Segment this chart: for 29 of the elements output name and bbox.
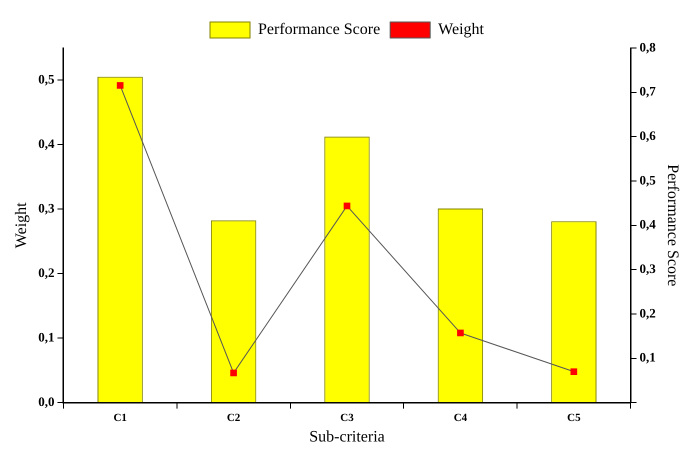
point bbox=[344, 202, 350, 210]
legend-label: Weight bbox=[438, 21, 485, 38]
y2-tick-label: 0,6 bbox=[640, 128, 656, 144]
y2-axis-title: Performance Score bbox=[664, 164, 682, 286]
x-tick-label: C2 bbox=[226, 412, 241, 424]
point bbox=[116, 82, 124, 89]
y2-tick-label: 0,2 bbox=[640, 305, 656, 320]
y-tick-label: 0,4 bbox=[38, 136, 55, 152]
y-axis-title: Weight bbox=[12, 202, 30, 248]
y-tick-label: 0,3 bbox=[38, 200, 55, 216]
x-tick-label: C4 bbox=[454, 412, 468, 424]
point bbox=[457, 330, 464, 336]
legend-label: Performance Score bbox=[258, 21, 380, 38]
x-tick-label: C3 bbox=[340, 412, 354, 424]
point bbox=[230, 370, 237, 376]
y2-tick-label: 0,3 bbox=[640, 260, 656, 276]
y2-tick-label: 0,7 bbox=[640, 84, 656, 99]
y-tick-label: 0,1 bbox=[38, 329, 54, 344]
y2-tick-label: 0,4 bbox=[640, 216, 656, 232]
y2-tick-label: 0,8 bbox=[640, 39, 656, 54]
y-tick-label: 0,0 bbox=[38, 394, 54, 409]
y2-tick-label: 0,1 bbox=[640, 350, 656, 365]
x-axis-title: Sub-criteria bbox=[309, 428, 385, 446]
x-tick-label: C5 bbox=[567, 412, 582, 424]
y-tick-label: 0,5 bbox=[38, 72, 55, 87]
point bbox=[570, 368, 578, 375]
y-tick-label: 0,2 bbox=[38, 265, 54, 280]
x-tick-label: C1 bbox=[113, 412, 127, 424]
y2-tick-label: 0,5 bbox=[640, 172, 656, 188]
